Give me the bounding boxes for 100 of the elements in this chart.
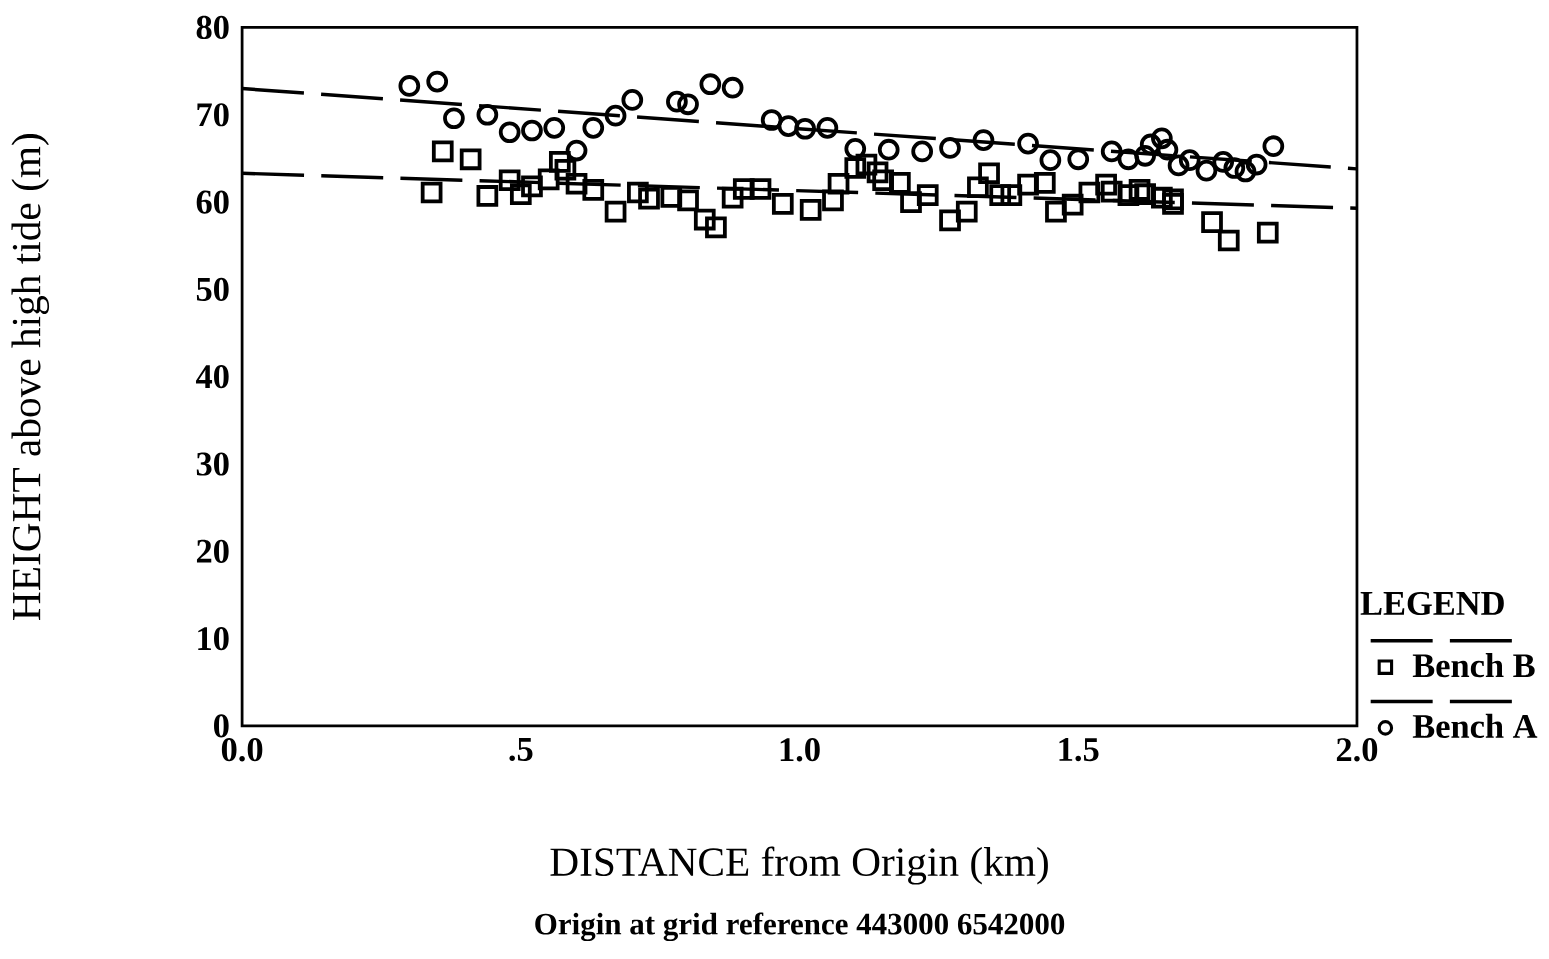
y-tick-label: 50: [196, 277, 229, 301]
y-tick-label: 80: [196, 15, 229, 40]
y-tick-label: 60: [196, 190, 229, 214]
point: [565, 139, 588, 162]
point: [1078, 181, 1101, 204]
legend-label: Bench B: [1412, 653, 1535, 678]
point: [1000, 184, 1023, 206]
point: [398, 75, 421, 97]
point: [799, 199, 822, 221]
point: [1045, 200, 1067, 223]
point: [1061, 193, 1084, 216]
point: [1017, 132, 1039, 155]
point: [521, 119, 543, 142]
point: [431, 140, 454, 163]
point: [877, 138, 900, 161]
point: [1178, 149, 1201, 171]
point: [420, 181, 443, 204]
point: [666, 90, 688, 113]
point: [459, 148, 482, 171]
point: [1095, 173, 1117, 196]
point: [1201, 211, 1223, 233]
point: [889, 171, 911, 194]
point: [972, 129, 995, 151]
point: [498, 169, 521, 192]
point: [844, 157, 867, 179]
point: [916, 184, 939, 206]
point: [1167, 154, 1190, 177]
point: [1017, 173, 1039, 196]
point: [721, 76, 744, 99]
point: [498, 121, 521, 144]
point: [638, 187, 660, 210]
point: [537, 168, 560, 191]
point: [582, 178, 605, 201]
point: [660, 185, 683, 208]
point: [1262, 135, 1285, 158]
x-tick-label: 2.0: [1336, 738, 1378, 762]
point: [749, 178, 772, 200]
point: [705, 216, 727, 239]
point: [476, 103, 499, 126]
point: [543, 116, 566, 139]
point: [604, 104, 627, 127]
point: [1256, 221, 1279, 244]
y-tick-label: 0: [214, 714, 229, 738]
point: [1033, 171, 1056, 194]
point: [816, 116, 839, 139]
point: [426, 70, 449, 93]
point: [872, 169, 894, 192]
point: [582, 116, 605, 139]
y-tick-label: 20: [196, 539, 229, 563]
point: [855, 153, 878, 176]
point: [693, 208, 716, 231]
point: [548, 151, 571, 173]
point: [521, 175, 543, 198]
x-axis-title: DISTANCE from Origin (km): [550, 846, 1048, 885]
x-tick-label: 1.5: [1059, 738, 1099, 762]
point: [621, 89, 644, 111]
point: [978, 162, 1000, 185]
point: [1039, 149, 1062, 171]
point: [939, 137, 961, 159]
point: [866, 161, 889, 184]
point: [677, 93, 699, 116]
x-tick-label: 1.0: [780, 738, 820, 762]
point: [967, 176, 989, 199]
point: [794, 117, 816, 140]
point: [955, 200, 978, 223]
y-tick-label: 70: [197, 103, 229, 127]
point: [771, 192, 794, 215]
point: [554, 158, 577, 181]
point: [699, 73, 722, 96]
x-tick-label: 0.0: [221, 738, 263, 762]
y-tick-label: 40: [195, 365, 229, 389]
point: [732, 178, 755, 200]
point: [989, 184, 1012, 206]
y-tick-label: 30: [196, 452, 229, 476]
legend-title: LEGEND: [1360, 591, 1504, 615]
point: [565, 172, 588, 195]
point: [443, 107, 465, 130]
point: [604, 200, 627, 223]
point: [1100, 180, 1123, 203]
point: [760, 109, 783, 131]
point: [822, 189, 844, 212]
point: [1217, 229, 1240, 252]
point: [1245, 153, 1268, 176]
point: [939, 209, 961, 232]
legend-label: Bench A: [1412, 713, 1538, 738]
point: [509, 183, 532, 206]
point: [911, 140, 934, 163]
point: [1067, 148, 1090, 171]
y-tick-label: 10: [198, 626, 229, 651]
point: [1212, 151, 1235, 173]
point: [627, 181, 649, 204]
point: [721, 186, 744, 209]
point: [1128, 178, 1151, 201]
y-axis-title: HEIGHT above high tide (m): [11, 134, 50, 620]
point: [677, 189, 699, 212]
point: [1195, 159, 1218, 182]
point: [844, 137, 867, 160]
point: [827, 172, 850, 195]
point: [777, 115, 800, 137]
point: [1234, 160, 1257, 183]
